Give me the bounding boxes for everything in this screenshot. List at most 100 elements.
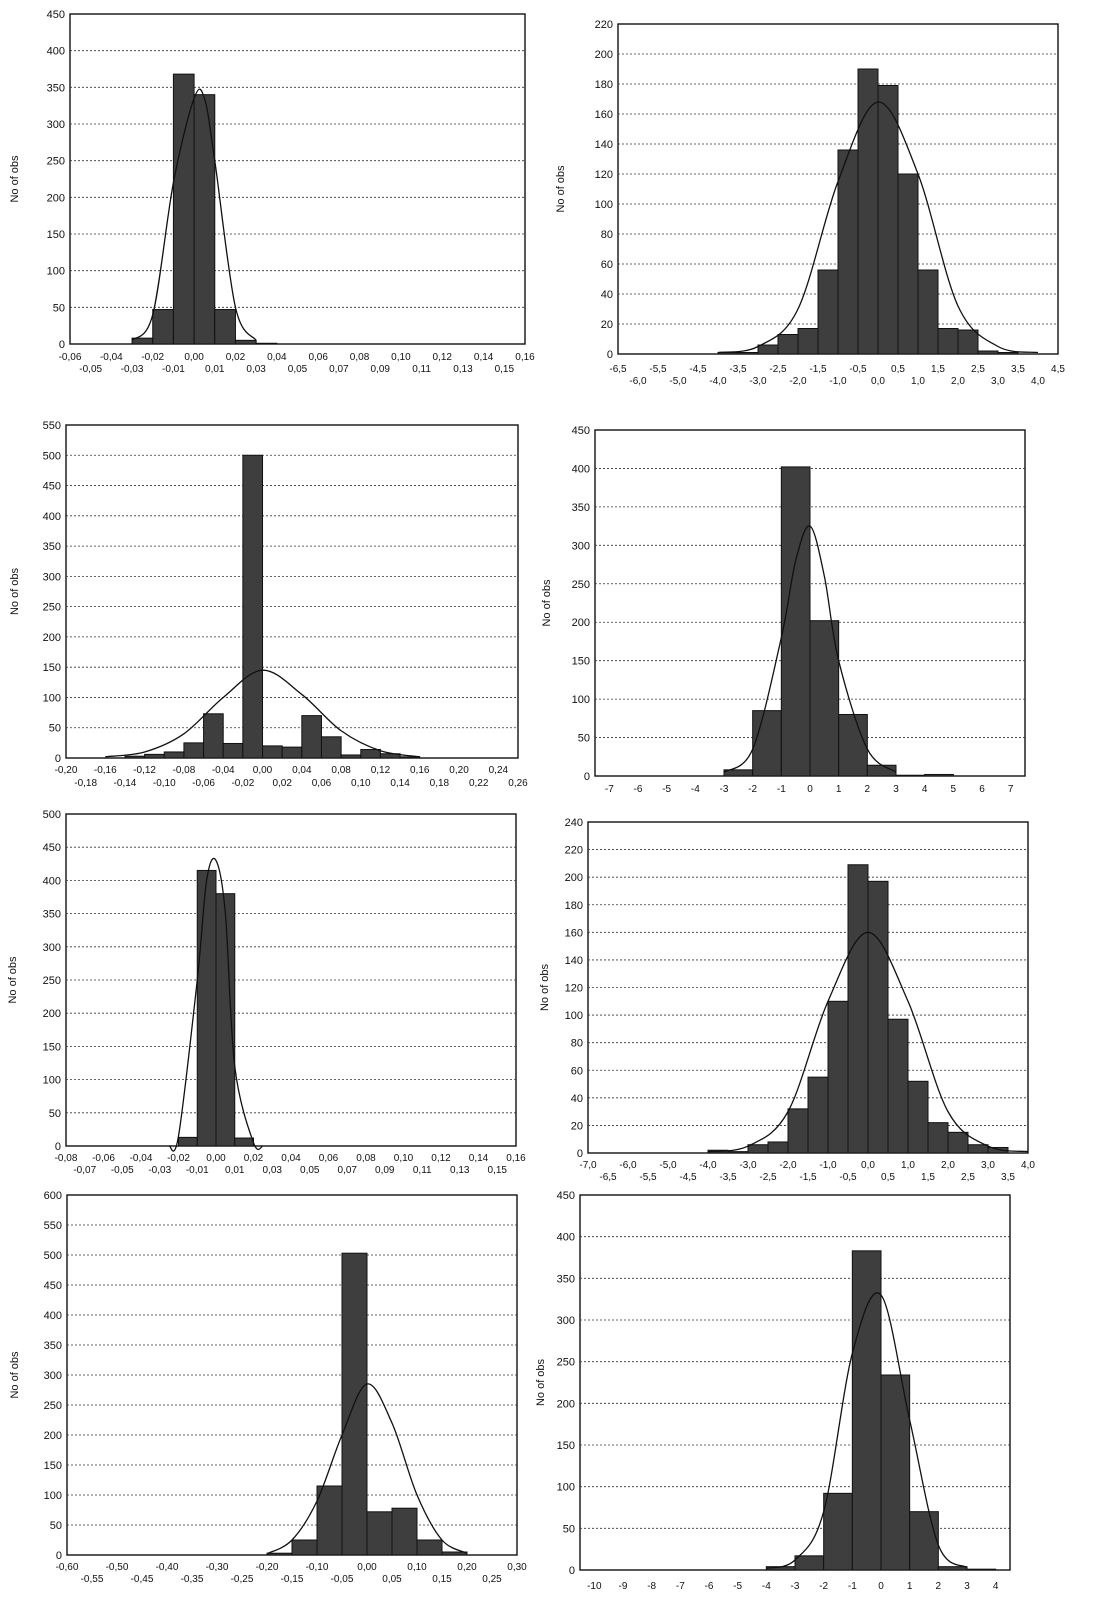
x-tick-label: -0,06 bbox=[192, 778, 215, 789]
histogram-bar bbox=[281, 746, 303, 759]
x-tick-label: 0,09 bbox=[375, 1165, 395, 1176]
histogram-bar bbox=[909, 1511, 939, 1571]
x-tick-label: -10 bbox=[587, 1581, 602, 1592]
x-tick-label: 0,0 bbox=[871, 376, 885, 387]
x-tick-label: 0,04 bbox=[281, 1153, 301, 1164]
histogram-bar bbox=[817, 269, 839, 355]
histogram-3: 0 50 100 150 200 250 300 350 400 450 500 550 -0,20 -0… bbox=[9, 420, 528, 789]
x-tick-label: -0,30 bbox=[206, 1562, 229, 1573]
x-tick-label: -0,03 bbox=[121, 364, 144, 375]
y-tick-label: 0 bbox=[584, 771, 590, 783]
histogram-bar bbox=[737, 352, 759, 355]
y-tick-label: 60 bbox=[571, 1065, 583, 1077]
x-tick-label: -0,16 bbox=[94, 765, 117, 776]
x-tick-label: 0,04 bbox=[267, 352, 287, 363]
x-tick-label: -1,0 bbox=[819, 1160, 837, 1171]
histogram-bar bbox=[416, 1539, 443, 1556]
normal-fit-curve bbox=[266, 1383, 468, 1555]
x-tick-label: 0,01 bbox=[225, 1165, 245, 1176]
y-tick-label: 250 bbox=[557, 1357, 575, 1369]
y-tick-label: 400 bbox=[557, 1232, 575, 1244]
y-tick-label: 50 bbox=[50, 1520, 62, 1532]
x-tick-label: 0,5 bbox=[891, 364, 905, 375]
x-tick-label: 0,22 bbox=[469, 778, 489, 789]
x-tick-label: -1 bbox=[848, 1581, 857, 1592]
x-tick-label: 0,05 bbox=[288, 364, 308, 375]
x-tick-label: -4,5 bbox=[689, 364, 707, 375]
x-tick-label: 0,14 bbox=[474, 352, 494, 363]
x-tick-label: 6 bbox=[979, 784, 985, 795]
y-axis-label: No of obs bbox=[539, 963, 551, 1011]
x-tick-label: 0,01 bbox=[205, 364, 225, 375]
x-tick-label: -1,5 bbox=[809, 364, 827, 375]
x-tick-label: 2,5 bbox=[961, 1172, 975, 1183]
x-tick-label: 0,05 bbox=[300, 1165, 320, 1176]
x-tick-label: -0,12 bbox=[133, 765, 156, 776]
y-tick-label: 250 bbox=[43, 602, 61, 614]
y-tick-label: 240 bbox=[565, 817, 583, 829]
histogram-bar bbox=[441, 1551, 468, 1556]
y-tick-label: 150 bbox=[44, 1460, 62, 1472]
y-tick-label: 100 bbox=[565, 1010, 583, 1022]
y-tick-label: 220 bbox=[565, 845, 583, 857]
y-tick-label: 350 bbox=[43, 541, 61, 553]
x-tick-label: 2,0 bbox=[941, 1160, 955, 1171]
histogram-bar bbox=[301, 715, 322, 759]
histogram-bar bbox=[757, 344, 779, 355]
histogram-bar bbox=[291, 1539, 318, 1556]
normal-fit-curve bbox=[105, 669, 420, 758]
x-tick-label: 3 bbox=[893, 784, 899, 795]
y-tick-label: 450 bbox=[47, 9, 65, 21]
x-tick-label: -0,40 bbox=[156, 1562, 179, 1573]
x-tick-label: 3 bbox=[964, 1581, 970, 1592]
x-tick-label: -6,0 bbox=[619, 1160, 637, 1171]
x-tick-label: -3,5 bbox=[719, 1172, 737, 1183]
x-tick-label: 0,07 bbox=[329, 364, 349, 375]
x-tick-label: 0,07 bbox=[338, 1165, 358, 1176]
histogram-bar bbox=[838, 713, 868, 777]
x-tick-label: -0,60 bbox=[56, 1562, 79, 1573]
histogram-bar bbox=[727, 1151, 749, 1154]
x-tick-label: -0,07 bbox=[73, 1165, 96, 1176]
y-tick-label: 150 bbox=[557, 1440, 575, 1452]
x-tick-label: 0,04 bbox=[292, 765, 312, 776]
x-tick-label: -2,5 bbox=[759, 1172, 777, 1183]
y-tick-label: 140 bbox=[595, 139, 613, 151]
x-tick-label: 3,0 bbox=[991, 376, 1005, 387]
histogram-bar bbox=[877, 85, 899, 355]
histogram-bar bbox=[163, 751, 185, 759]
x-tick-label: 0,11 bbox=[412, 364, 431, 375]
x-tick-label: -4 bbox=[762, 1581, 771, 1592]
histogram-bar bbox=[966, 1568, 997, 1571]
x-tick-label: 0,08 bbox=[350, 352, 370, 363]
histogram-bar bbox=[777, 334, 799, 355]
histogram-bar bbox=[255, 342, 278, 345]
plot-frame bbox=[65, 424, 519, 759]
x-tick-label: 2 bbox=[936, 1581, 942, 1592]
x-tick-label: 0,13 bbox=[453, 364, 473, 375]
y-tick-label: 200 bbox=[43, 1008, 61, 1020]
x-tick-label: 0,02 bbox=[272, 778, 292, 789]
x-tick-label: -0,08 bbox=[173, 765, 196, 776]
x-tick-label: 0,06 bbox=[308, 352, 328, 363]
x-tick-label: 7 bbox=[1008, 784, 1014, 795]
x-tick-label: 0,10 bbox=[394, 1153, 414, 1164]
x-tick-label: 0,08 bbox=[356, 1153, 376, 1164]
x-tick-label: -7 bbox=[676, 1581, 685, 1592]
y-tick-label: 500 bbox=[43, 809, 61, 821]
x-tick-label: 0,13 bbox=[450, 1165, 470, 1176]
histogram-bar bbox=[924, 773, 954, 777]
histogram-bar bbox=[927, 1122, 949, 1154]
x-tick-label: 0,00 bbox=[357, 1562, 377, 1573]
x-tick-label: -0,20 bbox=[55, 765, 78, 776]
histogram-bar bbox=[847, 864, 869, 1154]
x-tick-label: 0,15 bbox=[432, 1574, 452, 1585]
x-tick-label: 0 bbox=[807, 784, 813, 795]
y-tick-label: 150 bbox=[43, 662, 61, 674]
x-tick-label: -0,01 bbox=[186, 1165, 209, 1176]
y-tick-label: 200 bbox=[44, 1430, 62, 1442]
y-axis-label: No of obs bbox=[541, 579, 553, 627]
x-tick-label: 0,24 bbox=[489, 765, 509, 776]
